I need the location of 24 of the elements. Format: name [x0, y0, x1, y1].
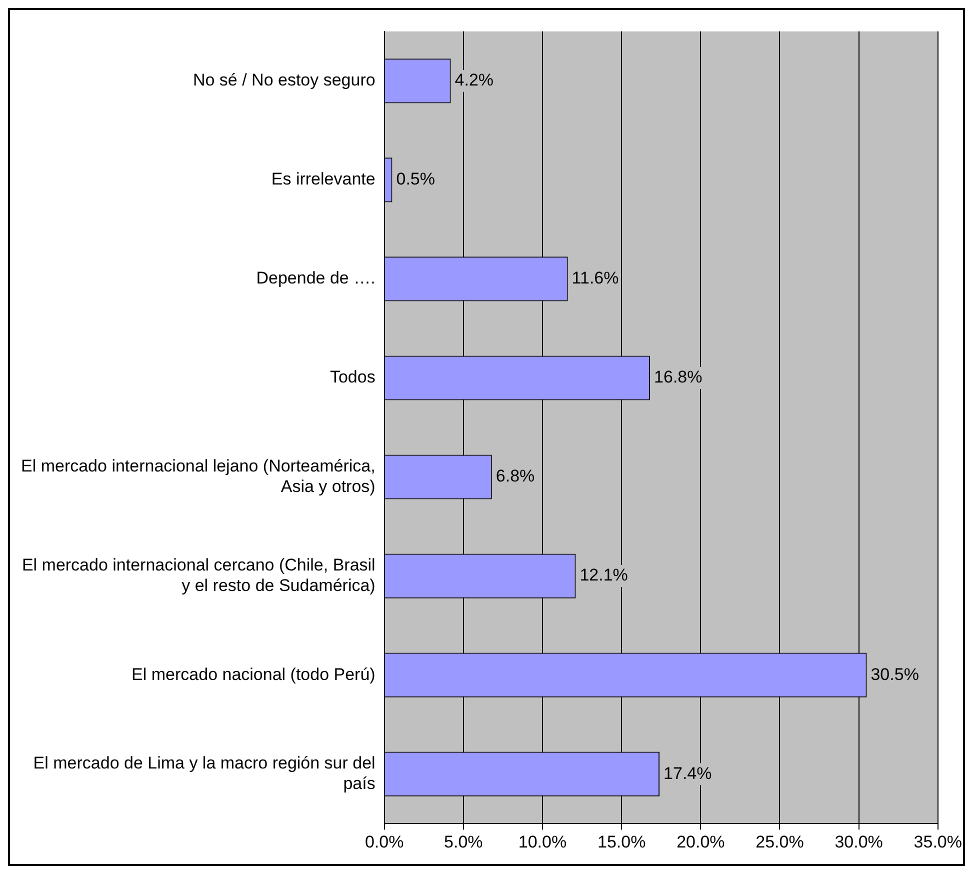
- x-tick-label: 20.0%: [676, 832, 725, 852]
- x-tick-label: 15.0%: [597, 832, 646, 852]
- x-tick-label: 5.0%: [444, 832, 483, 852]
- x-tick-label: 30.0%: [834, 832, 883, 852]
- y-tick-label: Es irrelevante: [271, 170, 376, 189]
- data-label: 11.6%: [572, 268, 619, 288]
- y-tick-label: Depende de ….: [256, 268, 376, 288]
- y-tick-label: El mercado internacional lejano (Norteamérica, Asia y otros): [20, 456, 376, 496]
- y-tick-label: El mercado de Lima y la macro región sur del país: [33, 754, 376, 793]
- data-label: 0.5%: [396, 170, 435, 189]
- data-label: 16.8%: [654, 368, 702, 387]
- data-label: 6.8%: [496, 466, 535, 486]
- x-tick-label: 25.0%: [756, 832, 804, 852]
- data-label: 4.2%: [454, 70, 494, 90]
- x-tick-label: 35.0%: [914, 832, 962, 852]
- data-label: 17.4%: [664, 764, 712, 783]
- y-tick-label: No sé / No estoy seguro: [192, 70, 376, 90]
- data-label: 12.1%: [580, 566, 628, 585]
- y-tick-label: Todos: [330, 368, 376, 387]
- x-tick-label: 10.0%: [518, 832, 567, 852]
- y-tick-label: El mercado internacional cercano (Chile, Brasil y el resto de Sudamérica): [22, 556, 376, 595]
- y-tick-label: El mercado nacional (todo Perú): [132, 664, 376, 684]
- x-tick-label: 0.0%: [364, 832, 404, 852]
- data-label: 30.5%: [870, 664, 919, 684]
